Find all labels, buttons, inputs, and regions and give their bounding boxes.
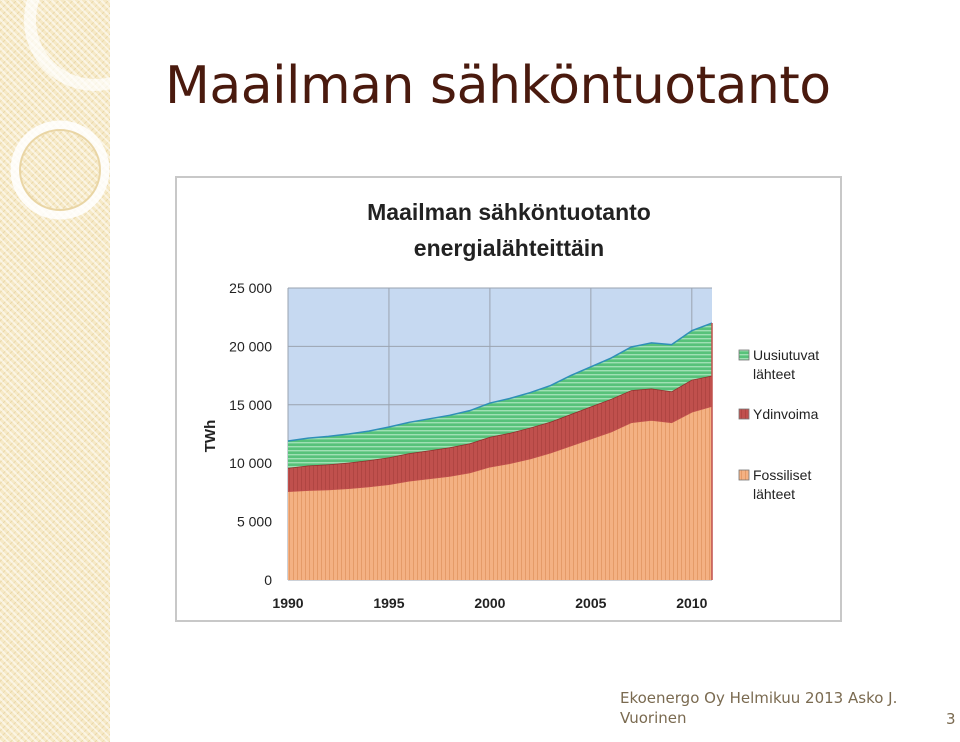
area-renewable-edge xyxy=(287,322,713,442)
legend-swatch xyxy=(738,469,750,481)
chart-legend: Uusiutuvat lähteet Ydinvoima Fossiliset läht… xyxy=(738,347,819,502)
legend-label: Fossiliset lähteet xyxy=(753,467,811,502)
y-tick-label: 10 000 xyxy=(229,455,272,471)
legend-swatch xyxy=(738,349,750,361)
y-tick-label: 0 xyxy=(264,572,272,588)
legend-label: Ydinvoima xyxy=(753,406,819,422)
x-tick-label: 2005 xyxy=(575,595,606,611)
page-number: 3 xyxy=(946,710,956,728)
decorative-side-strip xyxy=(0,0,110,742)
chart-title: Maailman sähköntuotanto xyxy=(367,199,651,225)
chart-frame: Maailman sähköntuotanto energialähteittä… xyxy=(175,176,842,622)
legend-swatch xyxy=(738,408,750,420)
legend-label: Uusiutuvat lähteet xyxy=(753,347,819,382)
x-tick-label: 2000 xyxy=(474,595,505,611)
y-tick-label: 5 000 xyxy=(237,514,272,530)
area-renewable xyxy=(288,323,712,468)
y-tick-label: 25 000 xyxy=(229,280,272,296)
area-series xyxy=(287,322,713,580)
x-axis-tick-labels: 1990 1995 2000 2005 2010 xyxy=(272,595,707,611)
slide-footer: Ekoenergo Oy Helmikuu 2013 Asko J. Vuori… xyxy=(620,689,898,727)
x-tick-label: 1995 xyxy=(373,595,404,611)
slide-title: Maailman sähköntuotanto xyxy=(165,56,831,116)
chart-subtitle: energialähteittäin xyxy=(414,235,604,261)
y-tick-label: 20 000 xyxy=(229,338,272,354)
stacked-area-chart: Maailman sähköntuotanto energialähteittä… xyxy=(202,199,819,611)
y-axis-label: TWh xyxy=(202,420,219,452)
x-tick-label: 2010 xyxy=(676,595,707,611)
y-tick-label: 15 000 xyxy=(229,397,272,413)
area-fossil xyxy=(288,405,712,580)
area-nuclear xyxy=(288,375,712,492)
x-tick-label: 1990 xyxy=(272,595,303,611)
decorative-circles xyxy=(10,0,110,220)
y-axis-tick-labels: 0 5 000 10 000 15 000 20 000 25 000 xyxy=(229,280,272,588)
